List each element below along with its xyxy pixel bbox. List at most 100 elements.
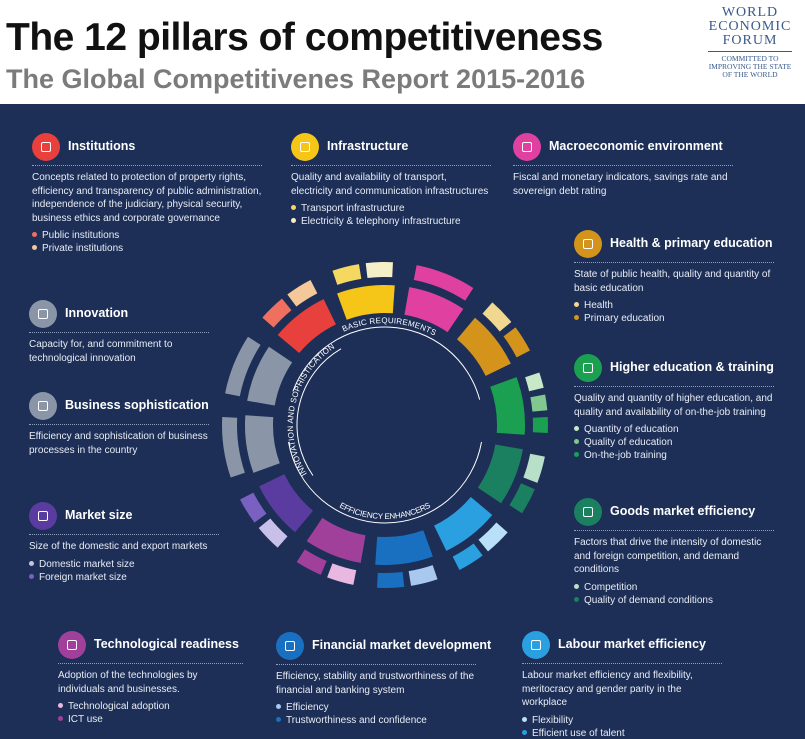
ring-subsegment [478, 522, 508, 552]
pillar-item: Primary education [574, 312, 774, 325]
pillar-item: Domestic market size [29, 558, 219, 571]
bullet [291, 218, 296, 223]
pillar-icon [29, 392, 57, 420]
pillar-item: Technological adoption [58, 700, 243, 713]
separator [522, 663, 722, 664]
pillar-description: State of public health, quality and quan… [574, 268, 774, 325]
logo: WORLD ECONOMIC FORUM COMMITTED TO IMPROV… [700, 6, 800, 79]
pillar-description: Capacity for, and commitment to technolo… [29, 339, 173, 364]
ring-segment [245, 415, 280, 473]
separator [32, 165, 262, 166]
pillar-icon [513, 133, 541, 161]
ring-segment [247, 346, 293, 406]
bullet [574, 426, 579, 431]
pillar-item: Competition [574, 581, 774, 594]
separator [291, 165, 491, 166]
bullet [574, 452, 579, 457]
pillar-title: Goods market efficiency [610, 504, 756, 518]
subtitle: The Global Competitivenes Report 2015-20… [6, 64, 586, 94]
ring-segment [277, 299, 336, 354]
logo-text: ECONOMIC [708, 19, 792, 34]
item-text: Flexibility [532, 714, 574, 726]
bullet [522, 716, 527, 722]
pillar-icon [522, 631, 550, 659]
logo-tagline: IMPROVING THE STATE [708, 62, 792, 71]
pillar-icon [574, 498, 602, 526]
ring-subsegment [530, 394, 548, 412]
separator [29, 534, 219, 535]
ring-subsegment [377, 571, 405, 588]
pillar-title: Technological readiness [94, 637, 239, 651]
separator [58, 663, 243, 664]
item-text: Efficiency [286, 702, 329, 713]
item-text: Transport infrastructure [301, 203, 405, 214]
logo-text: WORLD [721, 5, 779, 20]
ring-subsegment [509, 483, 535, 514]
ring-subsegment [452, 543, 483, 570]
item-list: Domestic market size Foreign market size [29, 558, 219, 584]
item-text: Quality of education [584, 437, 673, 448]
pillar-description: Size of the domestic and export markets D… [29, 540, 219, 584]
pillar-item: Quantity of education [574, 423, 774, 436]
pillar-icon [574, 354, 602, 382]
pillar-title: Higher education & training [610, 360, 774, 374]
pillar-item: Electricity & telephony infrastructure [291, 215, 491, 228]
pillar-icon [291, 133, 319, 161]
pillar-description: Efficiency and sophistication of busines… [29, 431, 208, 456]
pillar-description: Quality and availability of transport, e… [291, 171, 491, 228]
bullet [276, 717, 281, 722]
pillar-title: Macroeconomic environment [549, 139, 723, 153]
separator [29, 424, 209, 425]
pillar-icon [58, 631, 86, 659]
logo-rule [708, 51, 792, 52]
pillar-icon [29, 502, 57, 530]
bullet [522, 729, 527, 735]
pillar-item: Efficient use of talent [522, 727, 722, 739]
ring-subsegment [503, 327, 530, 358]
pillar-description: Fiscal and monetary indicators, savings … [513, 172, 728, 197]
ring-label-text: INNOVATION AND SOPHISTICATION [286, 342, 336, 478]
ring-subsegment [523, 453, 545, 483]
ring-subsegment [258, 518, 288, 548]
pillar-description: Quality and quantity of higher education… [574, 393, 774, 462]
bullet [29, 560, 34, 566]
pillar-item: Quality of education [574, 436, 774, 449]
item-list: Quantity of education Quality of educatio… [574, 423, 774, 462]
bullet [276, 704, 281, 709]
ring-subsegment [408, 565, 438, 586]
item-text: Technological adoption [68, 701, 170, 712]
item-text: Domestic market size [39, 558, 135, 570]
pillar-item: Trustworthiness and confidence [276, 714, 476, 727]
ring-segment [306, 517, 366, 563]
bullet [574, 583, 579, 589]
pillar-title: Labour market efficiency [558, 637, 706, 651]
ring-segment [434, 496, 493, 551]
flow-arrow [287, 441, 483, 524]
pillar-item: Transport infrastructure [291, 202, 491, 215]
item-list: Technological adoption ICT use [58, 700, 243, 726]
bullet [29, 573, 34, 579]
ring-segment [404, 287, 464, 333]
item-text: Electricity & telephony infrastructure [301, 216, 461, 227]
item-text: Health [584, 300, 613, 311]
logo-tagline: COMMITTED TO [721, 54, 779, 63]
item-list: Health Primary education [574, 299, 774, 325]
pillar-item: Efficiency [276, 701, 476, 714]
header: The 12 pillars of competitiveness The Gl… [0, 0, 805, 104]
pillar-title: Market size [65, 508, 133, 522]
ring-subsegment [225, 336, 261, 397]
pillar-icon [29, 300, 57, 328]
bullet [58, 703, 63, 708]
ring-subsegment [532, 417, 548, 433]
bullet [574, 302, 579, 307]
ring-subsegment [413, 265, 474, 301]
ring-subsegment [240, 492, 267, 523]
item-list: Competition Quality of demand conditions [574, 581, 774, 607]
ring-label: INNOVATION AND SOPHISTICATION [286, 342, 336, 478]
bullet [32, 232, 37, 237]
item-text: Efficient use of talent [532, 727, 625, 739]
ring-subsegment [482, 302, 512, 332]
pillar-item: On-the-job training [574, 449, 774, 462]
pillar-description: Concepts related to protection of proper… [32, 172, 262, 254]
pillar-icon [32, 133, 60, 161]
